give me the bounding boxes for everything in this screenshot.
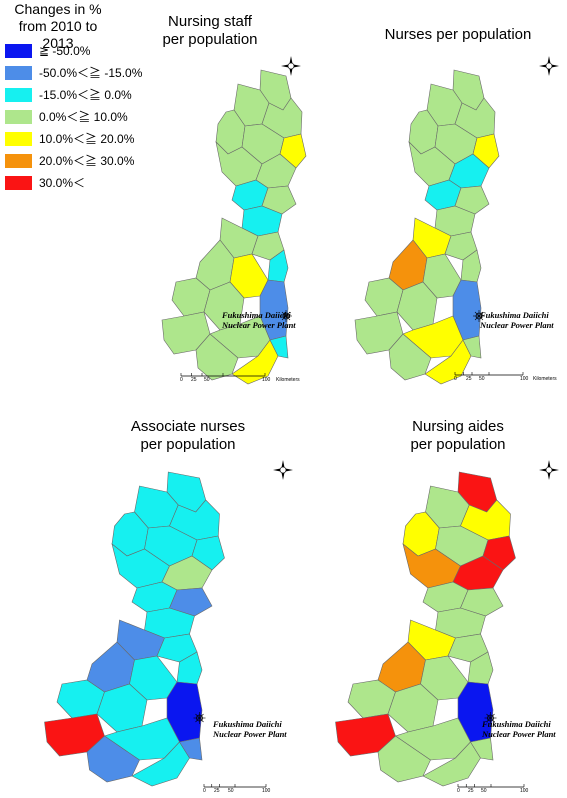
compass-icon [539, 460, 559, 480]
municipality-region [180, 738, 203, 760]
legend-label: -15.0%＜≧ 0.0% [39, 88, 132, 102]
plant-label-line1: Fukushima Daiichi [222, 310, 291, 320]
legend-label: ≧ -50.0% [39, 44, 91, 58]
scale-label-25: 25 [466, 376, 472, 382]
legend-title-line1: Changes in % [14, 1, 102, 17]
map-nursing-aides [333, 470, 558, 792]
scale-label-0: 0 [457, 788, 460, 794]
panel-title-line1: Nurses per population [384, 26, 532, 43]
municipality-region [461, 588, 504, 616]
panel-title-nursing-aides: Nursing aides per population [368, 418, 548, 454]
scale-unit: Kilometers [276, 377, 300, 383]
scale-bar-line [180, 373, 266, 377]
panel-title-associate-nurses: Associate nurses per population [98, 418, 278, 454]
compass-icon [281, 56, 301, 76]
municipality-region [270, 336, 288, 358]
scale-unit: Kilometers [533, 376, 557, 382]
scale-label-0: 0 [180, 377, 183, 383]
scale-label-50: 50 [481, 788, 487, 794]
legend-swatch [5, 110, 32, 124]
scale-label-100: 100 [520, 376, 529, 382]
scale-label-50: 50 [479, 376, 485, 382]
plant-label-line2: Nuclear Power Plant [222, 320, 296, 330]
legend-label: 20.0%＜≧ 30.0% [39, 154, 135, 168]
compass-icon [273, 460, 293, 480]
panel-title-line2: per population [410, 436, 506, 453]
plant-label: Fukushima Daiichi Nuclear Power Plant [213, 719, 287, 739]
plant-marker-icon [193, 712, 206, 724]
north-arrow [537, 54, 561, 78]
scale-bar-line [203, 784, 267, 788]
panel-title-line2: per population [140, 436, 236, 453]
municipality-region [461, 250, 481, 282]
municipality-region [262, 186, 296, 214]
scale-label-0: 0 [203, 788, 206, 794]
scale-bar-line [457, 784, 525, 788]
scale-label-25: 25 [191, 377, 197, 383]
map-associate-nurses [42, 470, 267, 792]
scale-label-25: 25 [468, 788, 474, 794]
scale-label-50: 50 [228, 788, 234, 794]
municipality-region [468, 652, 493, 684]
north-arrow [279, 54, 303, 78]
north-arrow [271, 458, 295, 482]
panel-title-line1: Nursing aides [412, 418, 504, 435]
scale-label-100: 100 [262, 788, 271, 794]
north-arrow [537, 458, 561, 482]
map-nursing-staff [160, 68, 318, 390]
municipality-region [471, 738, 494, 760]
municipality-region [455, 186, 489, 214]
plant-label: Fukushima Daiichi Nuclear Power Plant [482, 719, 556, 739]
panel-title-nursing-staff: Nursing staff per population [130, 13, 290, 49]
plant-label: Fukushima Daiichi Nuclear Power Plant [222, 310, 296, 330]
legend-swatch [5, 154, 32, 168]
panel-title-line1: Associate nurses [130, 418, 246, 435]
plant-label-line2: Nuclear Power Plant [482, 729, 556, 739]
municipality-region [463, 336, 481, 358]
legend-label: 30.0%＜ [39, 176, 86, 190]
scale-label-0: 0 [454, 376, 457, 382]
panel-title-nurses: Nurses per population [358, 26, 558, 44]
legend-label: 0.0%＜≧ 10.0% [39, 110, 128, 124]
plant-label-line2: Nuclear Power Plant [480, 320, 554, 330]
plant-label-line1: Fukushima Daiichi [213, 719, 282, 729]
scale-label-100: 100 [520, 788, 529, 794]
legend-label: 10.0%＜≧ 20.0% [39, 132, 135, 146]
legend-label: -50.0%＜≧ -15.0% [39, 66, 143, 80]
plant-label-line1: Fukushima Daiichi [480, 310, 549, 320]
legend-swatch [5, 88, 32, 102]
municipality-region [170, 588, 213, 616]
panel-title-line1: Nursing staff [168, 13, 252, 30]
municipality-region [268, 250, 288, 282]
legend-swatch [5, 66, 32, 80]
plant-label-line1: Fukushima Daiichi [482, 719, 551, 729]
legend-swatch [5, 44, 32, 58]
plant-marker-icon [473, 310, 485, 322]
plant-marker-icon [484, 712, 497, 724]
plant-marker-icon [280, 310, 292, 322]
legend-swatch [5, 132, 32, 146]
map-nurses [353, 68, 511, 390]
legend-title: Changes in % from 2010 to 2013 [3, 1, 113, 52]
scale-label-100: 100 [262, 377, 271, 383]
legend-swatch [5, 176, 32, 190]
plant-label: Fukushima Daiichi Nuclear Power Plant [480, 310, 554, 330]
scale-bar-line [454, 372, 524, 376]
compass-icon [539, 56, 559, 76]
scale-label-50: 50 [204, 377, 210, 383]
panel-title-line2: per population [162, 31, 258, 48]
municipality-region [177, 652, 202, 684]
legend-title-line2: from 2010 to 2013 [18, 18, 98, 51]
plant-label-line2: Nuclear Power Plant [213, 729, 287, 739]
scale-label-25: 25 [214, 788, 220, 794]
